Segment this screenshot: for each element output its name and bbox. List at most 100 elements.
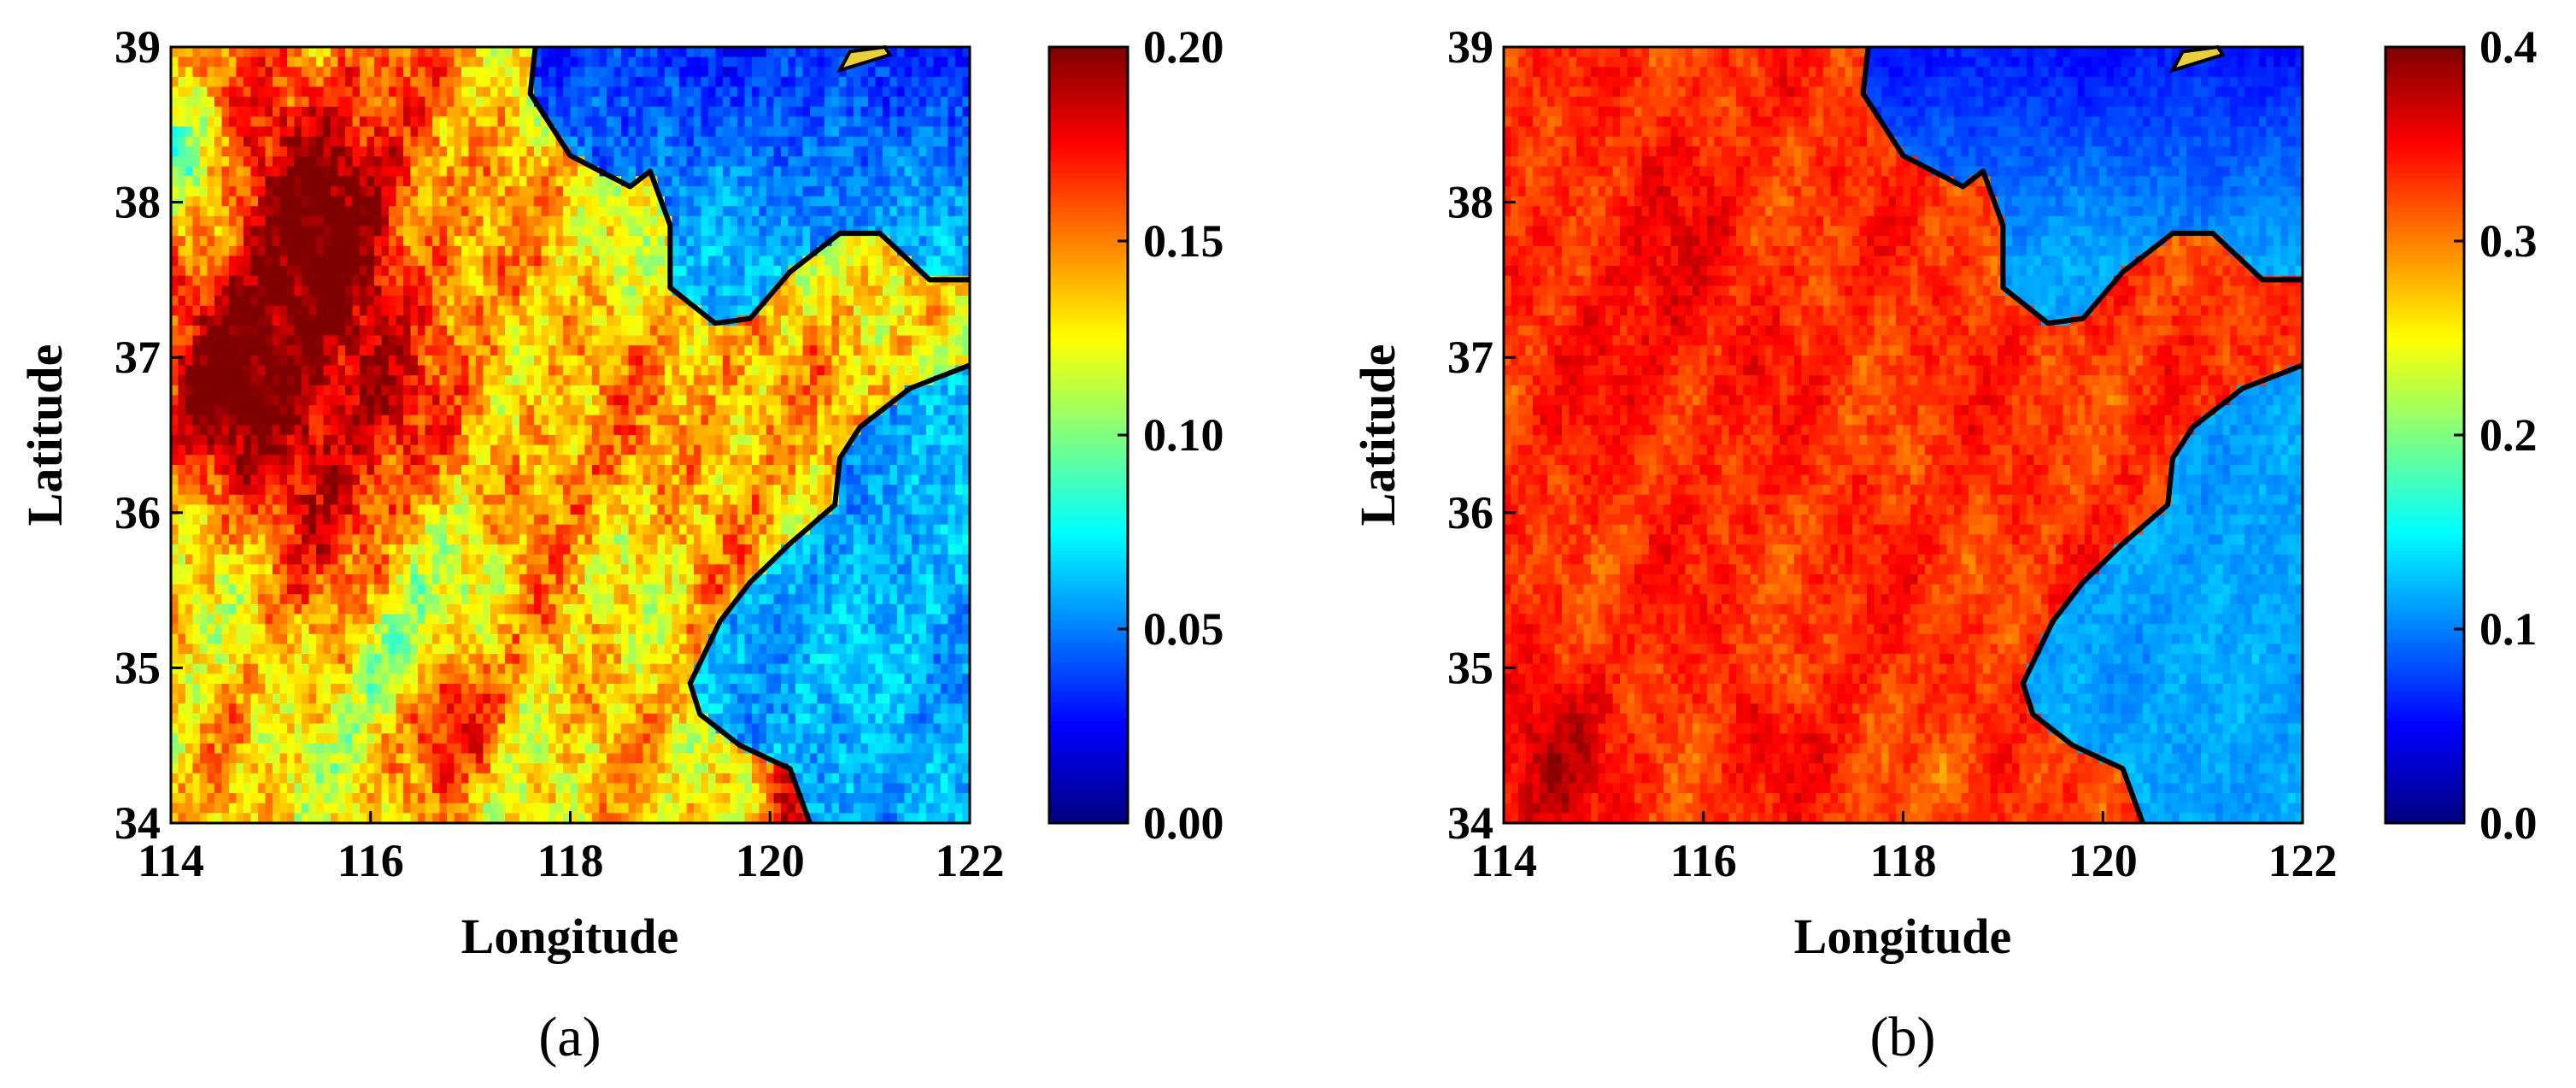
heatmap-cell <box>410 176 419 187</box>
heatmap-cell <box>403 56 412 68</box>
heatmap-cell <box>628 444 637 456</box>
heatmap-cell <box>244 455 252 466</box>
heatmap-cell <box>948 435 956 446</box>
heatmap-cell <box>875 425 883 436</box>
heatmap-cell <box>185 86 194 97</box>
heatmap-cell <box>360 385 368 397</box>
heatmap-cell <box>505 425 513 436</box>
heatmap-cell <box>708 136 717 148</box>
heatmap-cell <box>621 345 630 356</box>
heatmap-cell <box>236 116 244 127</box>
heatmap-cell <box>933 405 942 416</box>
heatmap-cell <box>302 266 310 277</box>
heatmap-cell <box>454 86 462 97</box>
heatmap-cell <box>802 86 811 97</box>
heatmap-cell <box>875 136 883 148</box>
heatmap-cell <box>860 474 869 485</box>
heatmap-cell <box>396 275 404 286</box>
heatmap-cell <box>948 415 956 426</box>
heatmap-cell <box>672 296 680 307</box>
heatmap-cell <box>555 296 564 307</box>
heatmap-cell <box>563 385 572 397</box>
heatmap-cell <box>570 136 578 148</box>
heatmap-cell <box>367 425 375 436</box>
heatmap-cell <box>171 425 179 436</box>
heatmap-cell <box>294 444 302 456</box>
heatmap-cell <box>207 435 215 446</box>
heatmap-cell <box>541 196 549 207</box>
heatmap-cell <box>549 485 557 496</box>
heatmap-cell <box>360 146 368 157</box>
heatmap-cell <box>250 47 259 58</box>
heatmap-cell <box>505 76 513 88</box>
heatmap-cell <box>570 236 578 247</box>
heatmap-cell <box>752 166 760 177</box>
heatmap-cell <box>773 315 782 326</box>
heatmap-cell <box>584 425 593 436</box>
heatmap-cell <box>788 435 796 446</box>
heatmap-cell <box>541 176 549 187</box>
heatmap-cell <box>287 325 296 337</box>
heatmap-cell <box>962 156 971 168</box>
heatmap-cell <box>374 106 383 118</box>
heatmap-cell <box>737 215 746 227</box>
heatmap-cell <box>962 444 971 456</box>
heatmap-cell <box>628 375 637 386</box>
heatmap-cell <box>839 395 848 406</box>
heatmap-cell <box>578 47 586 58</box>
heatmap-cell <box>534 86 543 97</box>
heatmap-cell <box>933 256 942 267</box>
heatmap-cell <box>244 375 252 386</box>
heatmap-cell <box>221 275 230 286</box>
heatmap-cell <box>766 275 775 286</box>
heatmap-cell <box>352 176 361 187</box>
heatmap-cell <box>432 176 441 187</box>
heatmap-cell <box>214 474 223 485</box>
heatmap-cell <box>519 215 528 227</box>
heatmap-cell <box>955 206 964 217</box>
heatmap-cell <box>723 355 731 367</box>
heatmap-cell <box>701 315 709 326</box>
heatmap-cell <box>817 285 825 297</box>
heatmap-cell <box>360 355 368 367</box>
heatmap-cell <box>621 215 630 227</box>
heatmap-cell <box>737 365 746 376</box>
heatmap-cell <box>549 345 557 356</box>
heatmap-cell <box>628 435 637 446</box>
heatmap-cell <box>236 185 244 197</box>
heatmap-cell <box>505 206 513 217</box>
heatmap-cell <box>773 474 782 485</box>
heatmap-cell <box>265 245 273 257</box>
heatmap-cell <box>221 256 230 267</box>
heatmap-cell <box>730 47 738 58</box>
heatmap-cell <box>461 56 470 68</box>
heatmap-cell <box>367 136 375 148</box>
heatmap-cell <box>599 185 607 197</box>
heatmap-cell <box>497 196 506 207</box>
heatmap-cell <box>526 266 535 277</box>
heatmap-cell <box>672 86 680 97</box>
heatmap-cell <box>839 325 848 337</box>
heatmap-cell <box>665 166 673 177</box>
heatmap-cell <box>308 97 317 108</box>
heatmap-cell <box>694 266 702 277</box>
heatmap-cell <box>273 444 281 456</box>
heatmap-cell <box>308 166 317 177</box>
heatmap-cell <box>337 464 346 476</box>
heatmap-cell <box>374 285 383 297</box>
heatmap-cell <box>519 425 528 436</box>
heatmap-cell <box>308 86 317 97</box>
heatmap-cell <box>643 485 651 496</box>
heatmap-cell <box>541 345 549 356</box>
heatmap-cell <box>454 415 462 426</box>
heatmap-cell <box>802 455 811 466</box>
heatmap-cell <box>410 335 419 346</box>
heatmap-cell <box>875 474 883 485</box>
heatmap-cell <box>831 455 840 466</box>
heatmap-cell <box>468 285 477 297</box>
heatmap-cell <box>483 275 491 286</box>
heatmap-cell <box>686 315 695 326</box>
heatmap-cell <box>171 136 179 148</box>
heatmap-cell <box>860 196 869 207</box>
